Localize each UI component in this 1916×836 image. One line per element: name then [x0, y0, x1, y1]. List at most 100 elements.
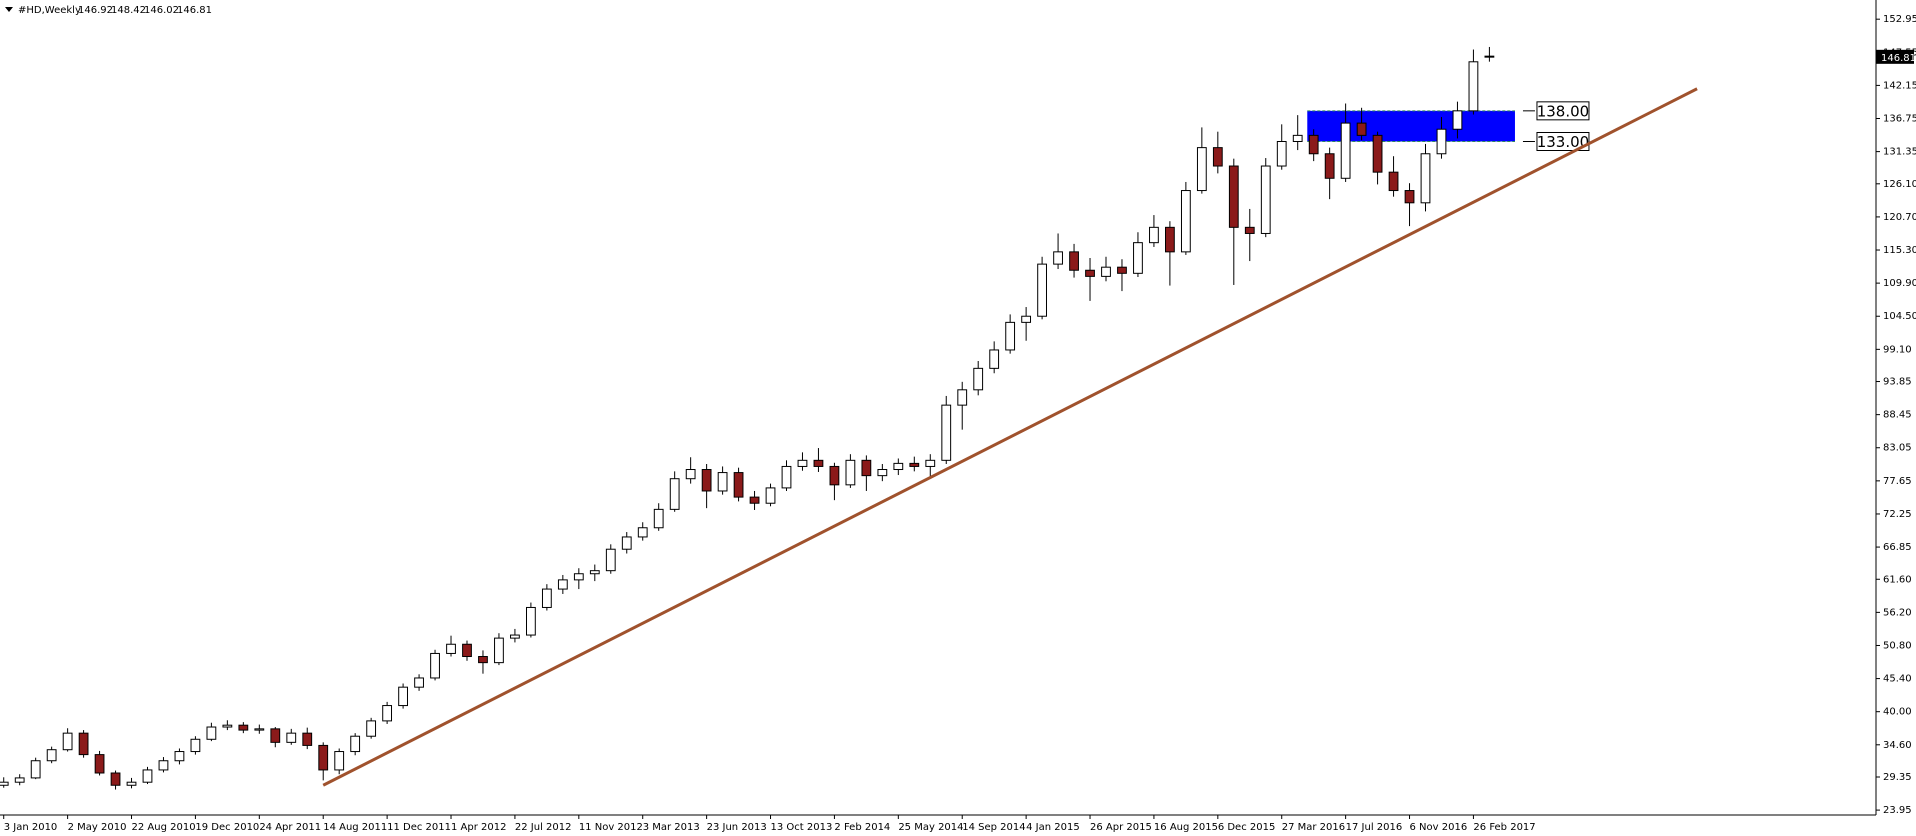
candle-body	[270, 728, 281, 743]
candle-body	[941, 404, 952, 461]
candle-body	[829, 465, 840, 486]
chart-title: #HD,Weekly	[18, 5, 81, 16]
candle-body	[1085, 269, 1095, 277]
candle-body	[1292, 134, 1303, 142]
x-tick-label: 27 Mar 2016	[1282, 822, 1345, 833]
level-box	[1536, 101, 1590, 121]
candle-body	[765, 487, 776, 504]
candle-body	[1452, 110, 1463, 130]
ohlc-open: 146.92	[78, 5, 113, 16]
candle-body	[414, 677, 424, 688]
candle-body	[206, 726, 217, 740]
candle-body	[957, 389, 968, 406]
candle-body	[1244, 226, 1255, 234]
x-tick-label: 1 Apr 2012	[451, 822, 506, 833]
candle-body	[1165, 226, 1175, 253]
x-tick-label: 6 Nov 2016	[1410, 822, 1468, 833]
candle-body	[30, 760, 41, 779]
x-tick-label: 23 Jun 2013	[707, 822, 767, 833]
y-tick-label: 93.85	[1883, 377, 1912, 388]
y-tick-label: 56.20	[1883, 607, 1912, 618]
candle-body	[366, 720, 377, 737]
candle-body	[174, 751, 185, 762]
candle-body	[877, 469, 888, 477]
candle-body	[1436, 128, 1447, 155]
ohlc-high: 148.42	[111, 5, 146, 16]
candle-body	[797, 459, 808, 467]
candle-body	[701, 469, 712, 492]
candle-body	[1053, 251, 1063, 265]
y-tick-label: 40.00	[1883, 707, 1912, 718]
candle-body	[893, 462, 904, 471]
x-tick-label: 6 Dec 2015	[1218, 822, 1276, 833]
candle-body	[1196, 147, 1207, 192]
candle-body	[1228, 165, 1239, 228]
candle-body	[541, 588, 552, 608]
candle-body	[1372, 134, 1383, 173]
x-tick-label: 2 Feb 2014	[834, 822, 890, 833]
candle-body	[1404, 190, 1415, 204]
candle-body	[1276, 140, 1287, 167]
candle-body	[110, 772, 121, 786]
x-tick-label: 19 Dec 2010	[195, 822, 259, 833]
candle-body	[0, 781, 9, 786]
x-tick-label: 22 Jul 2012	[515, 822, 572, 833]
ohlc-low: 146.02	[144, 5, 179, 16]
candle-body	[637, 527, 648, 538]
y-tick-label: 152.95	[1883, 14, 1916, 25]
candle-body	[510, 634, 520, 639]
x-tick-label: 24 Apr 2011	[259, 822, 321, 833]
candle-body	[717, 472, 728, 492]
menu-arrow[interactable]	[5, 7, 13, 12]
price-label: 146.81	[1881, 53, 1916, 64]
candle-body	[813, 459, 824, 467]
y-tick-label: 120.70	[1883, 212, 1916, 223]
candle-body	[589, 570, 600, 575]
candle-body	[1133, 242, 1143, 274]
candle-body	[302, 732, 313, 746]
y-tick-label: 34.60	[1883, 740, 1912, 751]
candle-body	[1388, 171, 1399, 192]
candle-body	[46, 749, 57, 762]
y-tick-label: 142.15	[1883, 80, 1916, 91]
candle-body	[254, 728, 265, 731]
y-tick-label: 88.45	[1883, 410, 1912, 421]
candle-body	[845, 459, 856, 486]
candle-body	[1069, 251, 1079, 271]
x-tick-label: 22 Aug 2010	[132, 822, 196, 833]
candle-body	[1149, 226, 1159, 244]
x-tick-label: 17 Jul 2016	[1346, 822, 1403, 833]
candle-body	[749, 496, 760, 504]
x-tick-label: 14 Sep 2014	[962, 822, 1025, 833]
candle-body	[526, 606, 536, 636]
candle-body	[989, 349, 1000, 369]
y-tick-label: 66.85	[1883, 542, 1912, 553]
candle-body	[1356, 122, 1367, 136]
y-tick-label: 29.35	[1883, 772, 1912, 783]
candle-body	[382, 705, 393, 722]
y-tick-label: 61.60	[1883, 574, 1912, 585]
x-tick-label: 3 Jan 2010	[4, 822, 58, 833]
candle-body	[1468, 61, 1479, 112]
candle-body	[318, 744, 329, 771]
candle-body	[669, 478, 680, 510]
candle-body	[142, 769, 153, 783]
candle-body	[1484, 55, 1495, 58]
candle-body	[605, 548, 616, 572]
y-tick-label: 109.90	[1883, 278, 1916, 289]
candle-body	[158, 760, 169, 771]
candle-body	[1005, 321, 1016, 351]
candle-body	[126, 781, 137, 786]
candle-body	[286, 732, 297, 743]
y-tick-label: 126.10	[1883, 179, 1916, 190]
candle-body	[78, 732, 89, 756]
candle-body	[222, 724, 233, 728]
x-tick-label: 11 Nov 2012	[579, 822, 643, 833]
candle-body	[653, 508, 664, 529]
candle-body	[1101, 266, 1111, 277]
candle-body	[573, 573, 584, 581]
y-tick-label: 104.50	[1883, 311, 1916, 322]
candle-body	[478, 656, 488, 664]
candle-body	[1308, 134, 1319, 155]
